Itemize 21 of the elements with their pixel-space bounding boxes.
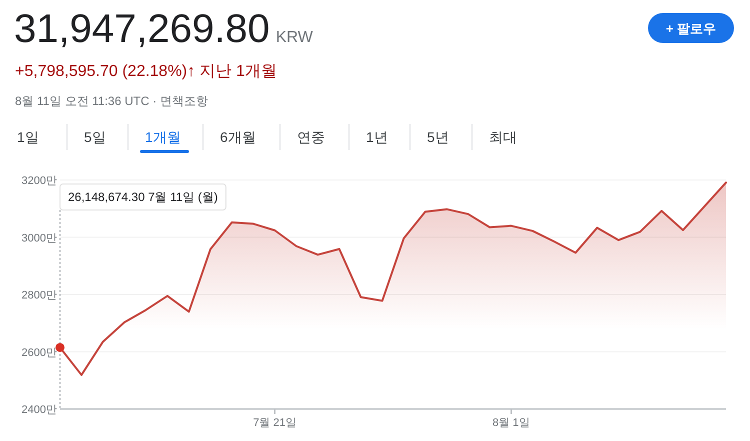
text: 5일 — [84, 129, 106, 145]
y-tick-label: 2600만 — [22, 346, 57, 359]
annotation: 26,148,674.30 7월 11일 (월) — [68, 190, 218, 204]
text: 5년 — [427, 129, 449, 145]
y-tick-label: 2800만 — [22, 290, 57, 302]
chart-title: 31,947,269.80 — [14, 7, 270, 51]
text: 1년 — [366, 129, 388, 145]
x-tick-label: 7월 21일 — [253, 417, 297, 429]
text: 1개월 — [145, 129, 181, 145]
y-tick-label: 3200만 — [22, 175, 57, 187]
text: KRW — [276, 29, 314, 46]
y-tick-label: 3000만 — [22, 232, 57, 244]
y-tick-label: 2400만 — [22, 404, 57, 416]
x-tick-label: 8월 1일 — [492, 417, 530, 429]
text: 1일 — [17, 129, 39, 145]
text: 연중 — [297, 129, 325, 145]
follow-button: + 팔로우 — [648, 13, 734, 43]
text: 6개월 — [220, 129, 256, 145]
text: 최대 — [489, 129, 517, 145]
text: 8월 11일 오전 11:36 UTC · 면책조항 — [15, 94, 208, 108]
chart-subtitle: +5,798,595.70 (22.18%)↑ 지난 1개월 — [15, 63, 277, 80]
